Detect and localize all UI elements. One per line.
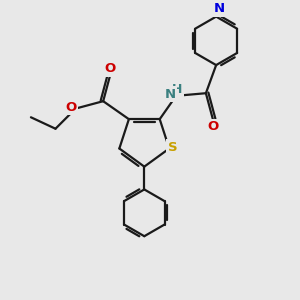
Text: N: N: [213, 2, 224, 15]
Text: O: O: [65, 100, 76, 114]
Text: N: N: [165, 88, 176, 101]
Text: H: H: [172, 83, 183, 96]
Text: O: O: [208, 120, 219, 133]
Text: S: S: [168, 141, 178, 154]
Text: O: O: [105, 62, 116, 75]
